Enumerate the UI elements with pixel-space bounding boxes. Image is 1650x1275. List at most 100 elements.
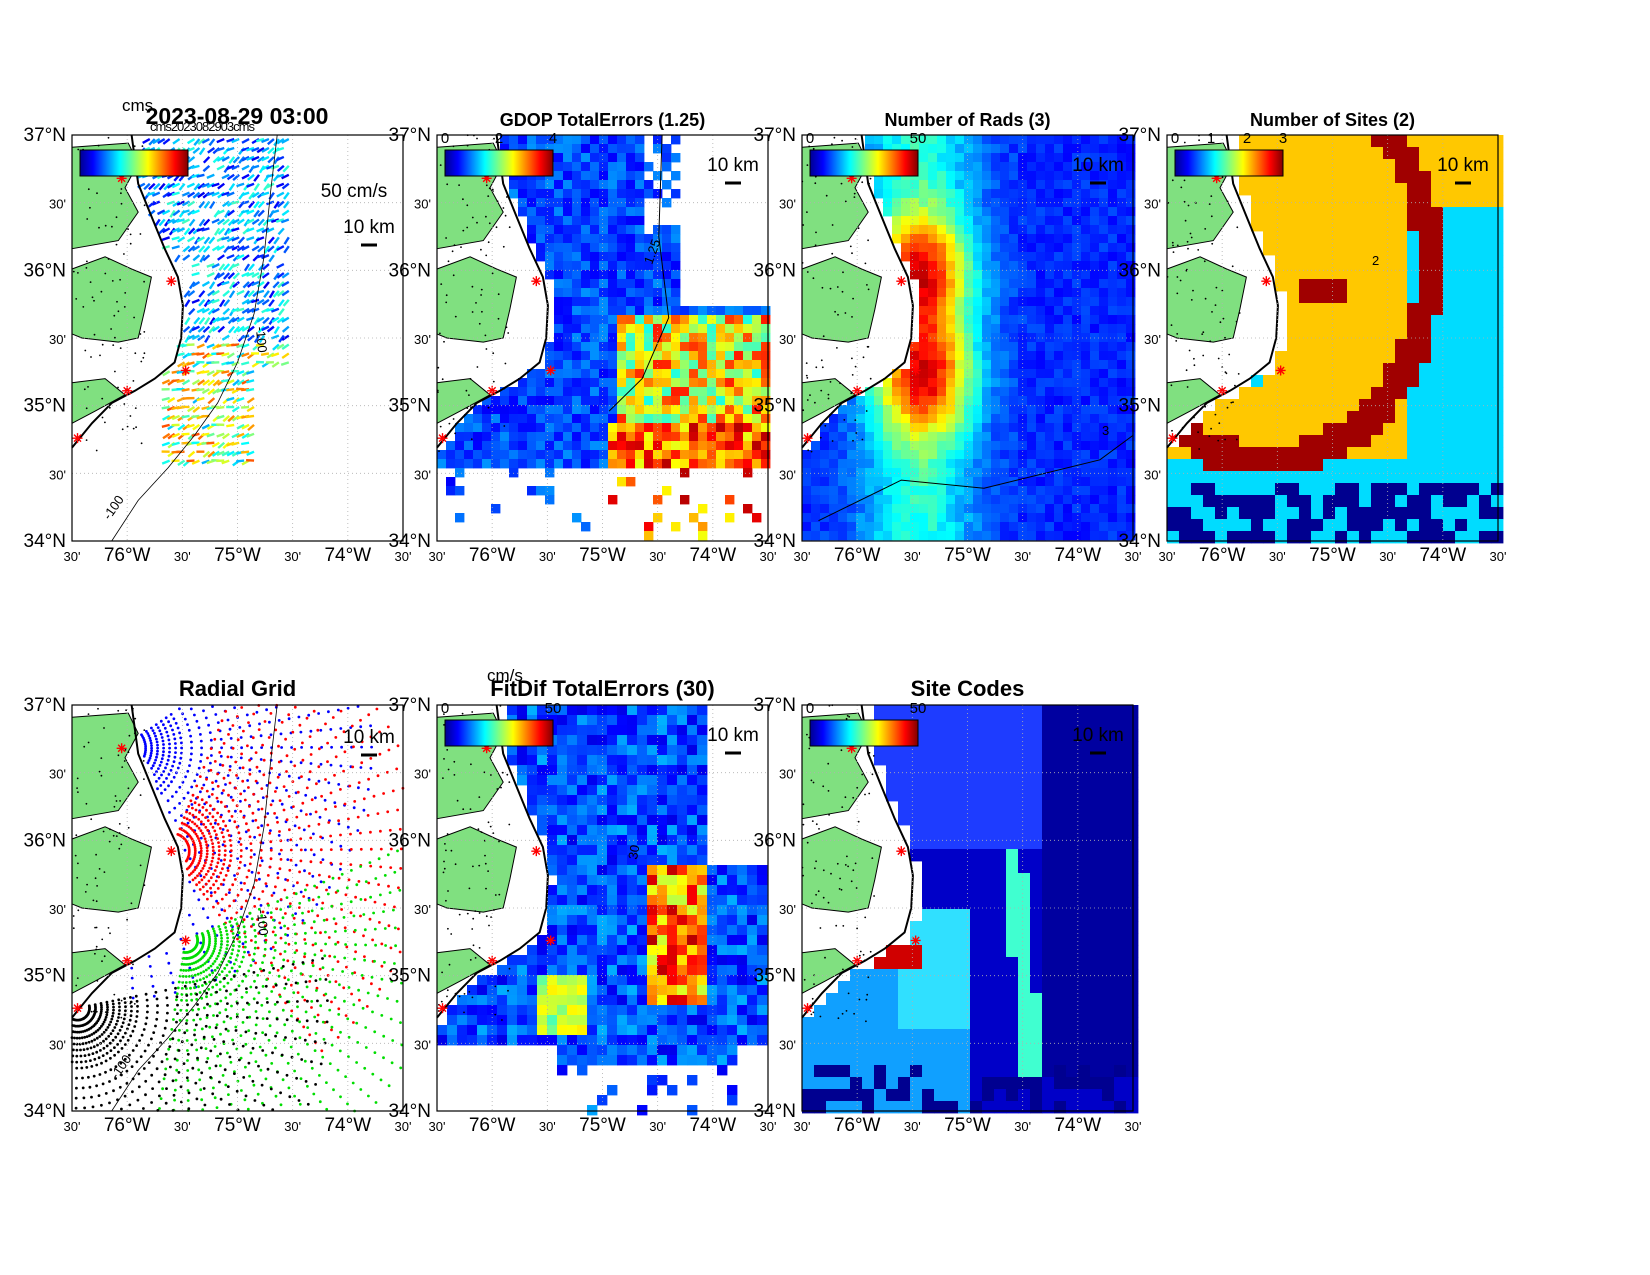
current-vector — [186, 361, 195, 366]
current-vector — [204, 334, 211, 344]
radial-grid-point — [245, 846, 249, 850]
data-cell — [1347, 159, 1360, 172]
data-cell — [1090, 153, 1100, 163]
data-cell — [1063, 270, 1073, 280]
data-cell — [982, 315, 992, 325]
data-cell — [644, 261, 654, 271]
data-cell — [1347, 243, 1360, 256]
radial-grid-point — [155, 780, 158, 783]
coast-dot — [1215, 286, 1218, 289]
current-vector — [177, 361, 186, 368]
current-vector — [261, 254, 270, 260]
current-vector — [283, 191, 290, 200]
current-vector — [256, 236, 265, 242]
data-cell — [910, 369, 920, 379]
data-cell — [482, 459, 492, 469]
data-cell — [1467, 483, 1480, 496]
current-vector — [236, 289, 245, 296]
radial-grid-point — [199, 849, 203, 853]
data-cell — [1045, 459, 1055, 469]
radial-grid-point — [182, 816, 186, 819]
data-cell — [1431, 315, 1444, 328]
data-cell — [1419, 435, 1432, 448]
data-cell — [1311, 519, 1324, 532]
current-vector — [276, 138, 285, 145]
radial-grid-point — [297, 776, 301, 780]
radial-grid-point — [248, 724, 252, 728]
data-cell — [608, 153, 618, 163]
radial-grid-point — [353, 800, 357, 803]
data-cell — [1275, 219, 1288, 232]
radial-grid-point — [185, 810, 188, 814]
current-vector — [181, 387, 190, 392]
data-cell — [707, 351, 717, 361]
coast-dot — [1172, 251, 1175, 254]
data-cell — [1126, 180, 1136, 190]
data-cell — [545, 486, 555, 496]
data-cell — [1347, 339, 1360, 352]
data-cell — [1359, 255, 1372, 268]
current-vector — [201, 432, 210, 437]
data-cell — [1009, 387, 1019, 397]
data-cell — [1009, 234, 1019, 244]
data-cell — [1335, 351, 1348, 364]
data-cell — [536, 252, 546, 262]
data-cell — [1419, 231, 1432, 244]
data-cell — [536, 198, 546, 208]
data-cell — [1275, 471, 1288, 484]
data-cell — [1108, 342, 1118, 352]
data-cell — [910, 486, 920, 496]
data-cell — [1371, 279, 1384, 292]
current-vector — [216, 155, 225, 162]
radial-grid-point — [255, 710, 259, 714]
data-cell — [937, 423, 947, 433]
data-cell — [590, 297, 600, 307]
data-cell — [1359, 447, 1372, 460]
data-cell — [1117, 513, 1127, 523]
radial-grid-point — [186, 791, 190, 795]
data-cell — [671, 225, 681, 235]
current-vector — [181, 209, 190, 214]
coast-dot — [140, 442, 143, 445]
data-cell — [1347, 483, 1360, 496]
radial-grid-point — [164, 716, 168, 720]
radial-grid-point — [226, 774, 230, 777]
coast-dot — [89, 281, 92, 283]
data-cell — [1117, 504, 1127, 514]
data-cell — [937, 432, 947, 442]
coast-dot — [82, 306, 85, 308]
current-vector — [148, 182, 156, 191]
data-cell — [937, 450, 947, 460]
data-cell — [1000, 378, 1010, 388]
data-cell — [536, 432, 546, 442]
data-cell — [1443, 483, 1456, 496]
current-vector — [211, 441, 220, 448]
data-cell — [1287, 303, 1300, 316]
data-cell — [919, 216, 929, 226]
map-panel-nsites: 237°N30'36°N30'35°N30'34°N30' 76°W 30' 75°W… — [1119, 110, 1507, 566]
data-cell — [1311, 483, 1324, 496]
radial-grid-point — [159, 760, 163, 764]
data-cell — [829, 495, 839, 505]
radial-grid-point — [231, 798, 235, 802]
data-cell — [563, 180, 573, 190]
data-cell — [653, 324, 663, 334]
data-cell — [1009, 531, 1019, 541]
data-cell — [856, 423, 866, 433]
coast-dot — [492, 352, 495, 355]
coast-dot — [77, 148, 80, 151]
data-cell — [563, 324, 573, 334]
data-cell — [1299, 411, 1312, 424]
data-cell — [518, 432, 528, 442]
data-cell — [509, 468, 519, 478]
data-cell — [1117, 270, 1127, 280]
data-cell — [1443, 399, 1456, 412]
data-cell — [707, 432, 717, 442]
current-vector — [211, 182, 220, 188]
data-cell — [671, 234, 681, 244]
data-cell — [599, 369, 609, 379]
data-cell — [928, 450, 938, 460]
data-cell — [1203, 495, 1216, 508]
coast-dot — [1176, 276, 1179, 278]
data-cell — [1419, 399, 1432, 412]
